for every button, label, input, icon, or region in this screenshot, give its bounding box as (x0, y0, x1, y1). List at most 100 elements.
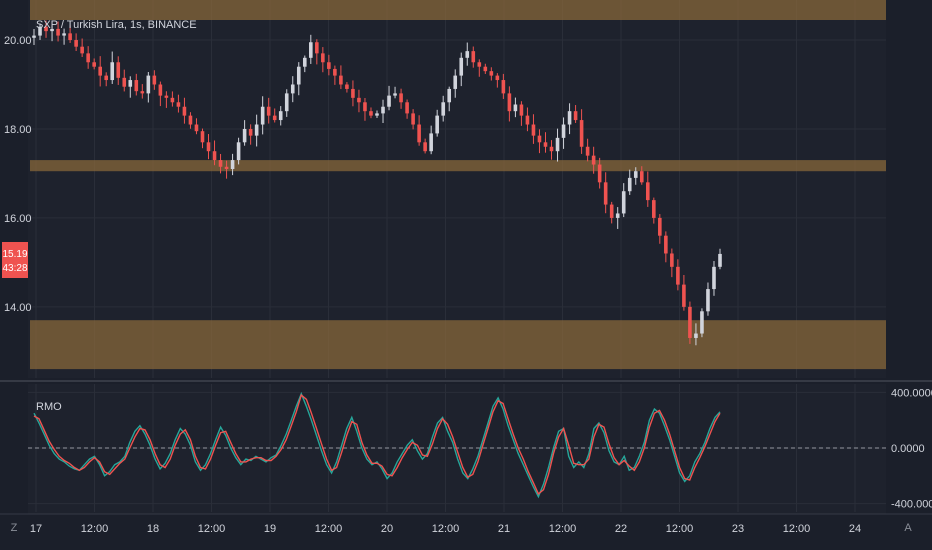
candle-body (652, 200, 656, 218)
price-tick-label: 14.00 (4, 302, 32, 314)
candle-body (591, 155, 596, 165)
candle-body (682, 284, 686, 307)
time-tick-label: 12:00 (432, 523, 460, 535)
horizontal-zones (30, 0, 886, 370)
time-tick-label: 12:00 (81, 523, 109, 535)
candle-body (333, 68, 337, 76)
candle-body (411, 113, 415, 125)
candle-body (363, 102, 367, 112)
candle-body (531, 124, 536, 136)
candle-body (399, 93, 403, 103)
rmo-tick-label: 400.0000 (891, 387, 932, 399)
candle-body (387, 95, 391, 107)
candle-body (182, 106, 187, 116)
candle-body (68, 33, 72, 41)
candle-body (688, 306, 692, 338)
auto-scale-a-button[interactable]: A (904, 522, 912, 534)
rmo-axis[interactable]: 400.0000 0.0000 -400.0000 (891, 387, 932, 510)
candle-body (164, 95, 169, 98)
time-tick-label: 12:00 (315, 523, 343, 535)
candle-body (700, 311, 704, 334)
symbol-title: SXP / Turkish Lira, 1s, BINANCE (36, 19, 197, 31)
candle-body (447, 88, 452, 103)
candle-body (218, 160, 223, 167)
rmo-tick-label: -400.0000 (891, 499, 932, 511)
last-price-badge: 15.19 43:28 (2, 242, 28, 278)
candle-body (718, 253, 722, 267)
candle-body (158, 84, 163, 96)
candle-body (423, 142, 427, 152)
price-tick-label: 18.00 (4, 124, 32, 136)
candle-body (471, 51, 476, 63)
time-tick-label: 12:00 (549, 523, 577, 535)
candle-body (290, 84, 295, 94)
candle-body (357, 97, 361, 103)
time-tick-label: 23 (732, 523, 744, 535)
price-pane[interactable] (28, 0, 886, 378)
candle-body (525, 115, 530, 125)
candle-body (224, 166, 229, 169)
time-tick-label: 19 (264, 523, 276, 535)
candle-body (86, 53, 90, 63)
candle-body (146, 75, 151, 94)
candle-body (658, 217, 662, 236)
time-tick-label: 18 (147, 523, 159, 535)
candle-body (122, 77, 127, 87)
candle-body (104, 75, 109, 81)
candle-body (80, 46, 84, 54)
last-price-countdown: 43:28 (2, 263, 27, 274)
candle-body (519, 104, 524, 116)
candle-body (194, 124, 199, 132)
candle-body (597, 164, 602, 183)
candle-body (92, 62, 96, 67)
price-axis[interactable]: 20.00 18.00 16.00 14.00 (4, 35, 32, 314)
candle-body (441, 102, 445, 116)
candle-body (561, 124, 566, 138)
price-zone (30, 0, 886, 21)
candle-body (260, 106, 265, 125)
time-tick-label: 12:00 (783, 523, 811, 535)
grid (28, 0, 886, 512)
candle-body (393, 93, 397, 96)
rmo-line-green (33, 391, 721, 499)
candle-body (585, 146, 590, 156)
candle-body (405, 102, 409, 114)
candle-body (242, 128, 247, 143)
price-tick-label: 20.00 (4, 35, 32, 47)
candle-body (609, 204, 614, 218)
candle-body (459, 57, 464, 76)
candle-body (206, 142, 211, 152)
candle-body (664, 235, 668, 254)
candle-body (236, 142, 241, 161)
candle-body (670, 253, 674, 267)
rmo-line-red (33, 393, 721, 496)
candle-body (567, 111, 572, 125)
candle-body (266, 106, 271, 116)
candle-body (417, 124, 421, 143)
candle-body (278, 111, 283, 121)
candle-body (321, 53, 325, 63)
candle-body (212, 151, 217, 161)
last-price-value: 15.19 (2, 249, 27, 260)
candle-body (351, 88, 355, 98)
time-tick-label: 22 (615, 523, 627, 535)
time-axis[interactable]: 17 12:00 18 12:00 19 12:00 20 12:00 21 12:00 22 12:… (30, 523, 861, 535)
auto-scale-z-button[interactable]: Z (10, 522, 18, 534)
candle-body (62, 33, 66, 36)
time-tick-label: 24 (849, 523, 861, 535)
candle-body (627, 177, 632, 192)
candle-body (543, 142, 548, 147)
time-tick-label: 20 (381, 523, 393, 535)
candle-body (676, 266, 680, 285)
time-tick-label: 21 (498, 523, 510, 535)
candle-body (381, 106, 385, 114)
candle-body (188, 115, 193, 125)
candle-body (477, 62, 482, 67)
candle-body (489, 71, 494, 76)
price-zone (30, 160, 886, 172)
candle-body (549, 146, 554, 152)
candle-body (639, 171, 644, 183)
candle-body (369, 111, 373, 116)
candle-body (32, 35, 36, 38)
candle-body (555, 137, 560, 152)
